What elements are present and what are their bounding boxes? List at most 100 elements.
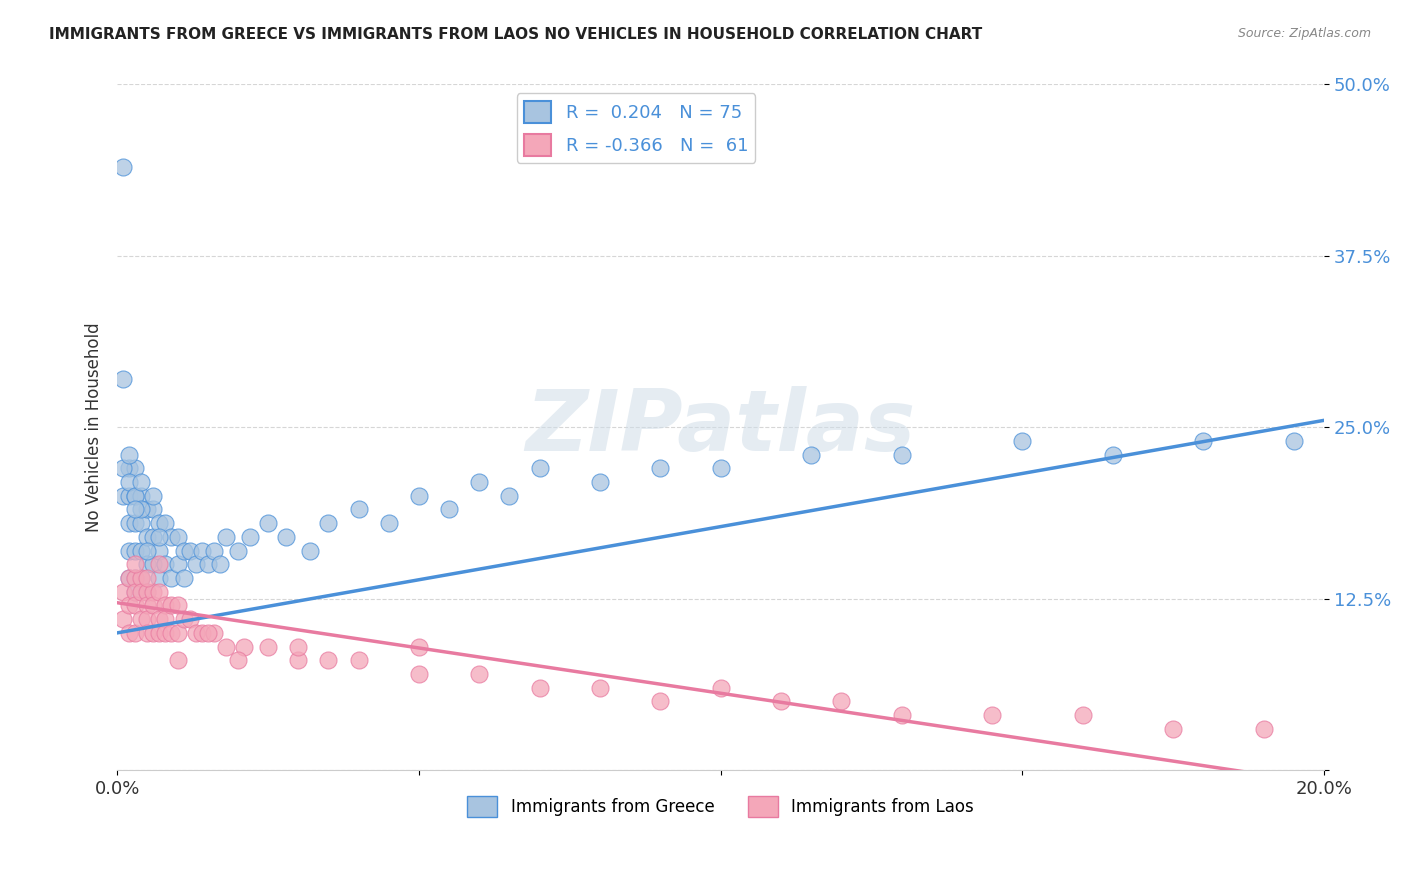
Point	[148, 516, 170, 531]
Point	[890, 448, 912, 462]
Point	[215, 530, 238, 544]
Point	[118, 448, 141, 462]
Point	[318, 653, 340, 667]
Point	[468, 667, 491, 681]
Point	[136, 502, 159, 516]
Point	[408, 667, 430, 681]
Point	[468, 475, 491, 489]
Point	[160, 571, 183, 585]
Point	[131, 543, 153, 558]
Point	[136, 599, 159, 613]
Point	[173, 543, 195, 558]
Point	[131, 571, 153, 585]
Point	[136, 530, 159, 544]
Point	[166, 653, 188, 667]
Point	[155, 558, 177, 572]
Point	[287, 653, 309, 667]
Point	[124, 571, 146, 585]
Point	[173, 571, 195, 585]
Point	[136, 612, 159, 626]
Point	[184, 626, 207, 640]
Point	[709, 681, 731, 695]
Point	[160, 530, 183, 544]
Point	[190, 626, 212, 640]
Point	[408, 640, 430, 654]
Point	[112, 489, 135, 503]
Y-axis label: No Vehicles in Household: No Vehicles in Household	[86, 322, 103, 532]
Point	[184, 558, 207, 572]
Point	[347, 502, 370, 516]
Point	[377, 516, 399, 531]
Point	[166, 530, 188, 544]
Point	[136, 558, 159, 572]
Point	[124, 584, 146, 599]
Point	[112, 584, 135, 599]
Legend: Immigrants from Greece, Immigrants from Laos: Immigrants from Greece, Immigrants from …	[461, 789, 980, 823]
Point	[830, 694, 852, 708]
Text: IMMIGRANTS FROM GREECE VS IMMIGRANTS FROM LAOS NO VEHICLES IN HOUSEHOLD CORRELAT: IMMIGRANTS FROM GREECE VS IMMIGRANTS FRO…	[49, 27, 983, 42]
Point	[142, 502, 165, 516]
Point	[1253, 722, 1275, 736]
Point	[1192, 434, 1215, 448]
Point	[124, 502, 146, 516]
Point	[257, 516, 280, 531]
Point	[173, 612, 195, 626]
Point	[202, 543, 225, 558]
Point	[124, 543, 146, 558]
Point	[112, 461, 135, 475]
Point	[437, 502, 460, 516]
Point	[148, 530, 170, 544]
Point	[650, 461, 672, 475]
Point	[226, 543, 249, 558]
Point	[347, 653, 370, 667]
Point	[118, 461, 141, 475]
Point	[190, 543, 212, 558]
Point	[148, 558, 170, 572]
Point	[529, 461, 551, 475]
Point	[890, 708, 912, 723]
Point	[981, 708, 1004, 723]
Point	[142, 489, 165, 503]
Point	[118, 599, 141, 613]
Point	[800, 448, 823, 462]
Point	[118, 489, 141, 503]
Point	[142, 584, 165, 599]
Point	[232, 640, 254, 654]
Point	[299, 543, 322, 558]
Point	[142, 558, 165, 572]
Point	[118, 626, 141, 640]
Point	[769, 694, 792, 708]
Point	[112, 160, 135, 174]
Point	[124, 489, 146, 503]
Point	[276, 530, 298, 544]
Point	[166, 599, 188, 613]
Point	[1161, 722, 1184, 736]
Point	[112, 612, 135, 626]
Point	[131, 584, 153, 599]
Point	[257, 640, 280, 654]
Point	[650, 694, 672, 708]
Point	[589, 475, 612, 489]
Point	[215, 640, 238, 654]
Point	[136, 626, 159, 640]
Point	[408, 489, 430, 503]
Point	[197, 626, 219, 640]
Point	[142, 530, 165, 544]
Point	[160, 599, 183, 613]
Point	[709, 461, 731, 475]
Point	[529, 681, 551, 695]
Point	[1282, 434, 1305, 448]
Point	[124, 461, 146, 475]
Text: ZIPatlas: ZIPatlas	[526, 385, 915, 468]
Point	[197, 558, 219, 572]
Point	[118, 571, 141, 585]
Point	[124, 584, 146, 599]
Point	[318, 516, 340, 531]
Point	[498, 489, 520, 503]
Point	[136, 584, 159, 599]
Point	[131, 516, 153, 531]
Point	[1071, 708, 1094, 723]
Point	[131, 502, 153, 516]
Point	[202, 626, 225, 640]
Point	[148, 543, 170, 558]
